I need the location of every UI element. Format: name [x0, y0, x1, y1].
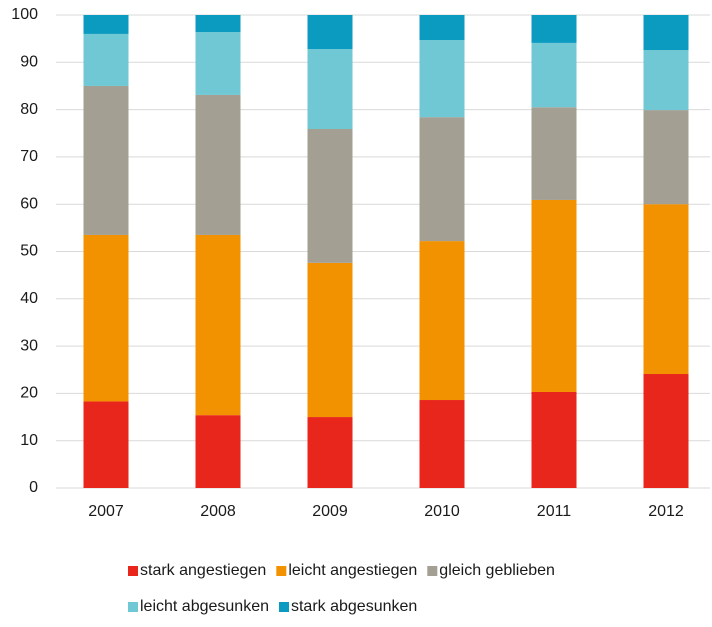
bar-segment	[195, 15, 241, 33]
y-tick-label: 90	[20, 54, 38, 71]
bar-segment	[307, 15, 353, 50]
bar-segment	[419, 117, 465, 242]
bar-segment	[643, 50, 689, 111]
x-tick-label: 2010	[424, 503, 460, 520]
legend-swatch	[276, 566, 287, 576]
bar-segment	[531, 391, 577, 488]
legend-label: leicht abgesunken	[140, 598, 269, 615]
bar-segment	[83, 401, 129, 488]
x-tick-label: 2012	[648, 503, 684, 520]
legend-swatch	[427, 566, 438, 576]
bar-segment	[419, 400, 465, 488]
y-tick-label: 100	[11, 6, 38, 23]
legend-label: gleich geblieben	[439, 562, 555, 579]
legend-label: stark angestiegen	[140, 562, 266, 579]
bar-segment	[643, 15, 689, 51]
legend-swatch	[278, 602, 289, 612]
bar-segment	[83, 234, 129, 402]
legend-label: leicht angestiegen	[288, 562, 417, 579]
bar-segment	[307, 262, 353, 418]
legend-swatch	[128, 602, 138, 612]
bar-segment	[307, 128, 353, 263]
legend-swatch	[128, 566, 138, 576]
x-tick-label: 2008	[200, 503, 236, 520]
y-tick-label: 20	[20, 385, 38, 402]
bar-segment	[531, 199, 577, 392]
x-tick-label: 2007	[88, 503, 124, 520]
bar-segment	[643, 110, 689, 205]
bar-segment	[643, 374, 689, 488]
bar-segment	[419, 241, 465, 401]
x-tick-label: 2011	[537, 503, 572, 520]
y-tick-label: 80	[20, 101, 38, 118]
bar-segment	[195, 234, 241, 416]
bar-segment	[83, 33, 129, 86]
bar-segment	[643, 204, 689, 375]
bar-segment	[195, 32, 241, 95]
y-tick-label: 30	[20, 337, 38, 354]
bar-segment	[83, 15, 129, 34]
y-tick-label: 0	[29, 479, 38, 496]
y-tick-label: 70	[20, 148, 38, 165]
y-tick-label: 50	[20, 243, 38, 260]
bar-segment	[531, 42, 577, 108]
bar-segment	[419, 40, 465, 118]
legend-label: stark abgesunken	[291, 598, 417, 615]
bar-segment	[195, 415, 241, 488]
bar-segment	[531, 107, 577, 200]
bar-segment	[419, 15, 465, 41]
bar-segment	[531, 15, 577, 43]
bar-segment	[307, 417, 353, 488]
y-tick-label: 10	[20, 432, 38, 449]
y-tick-label: 40	[20, 290, 38, 307]
x-tick-label: 2009	[312, 503, 348, 520]
y-tick-label: 60	[20, 195, 38, 212]
bar-segment	[307, 49, 353, 129]
bar-segment	[83, 85, 129, 235]
bar-segment	[195, 94, 241, 235]
